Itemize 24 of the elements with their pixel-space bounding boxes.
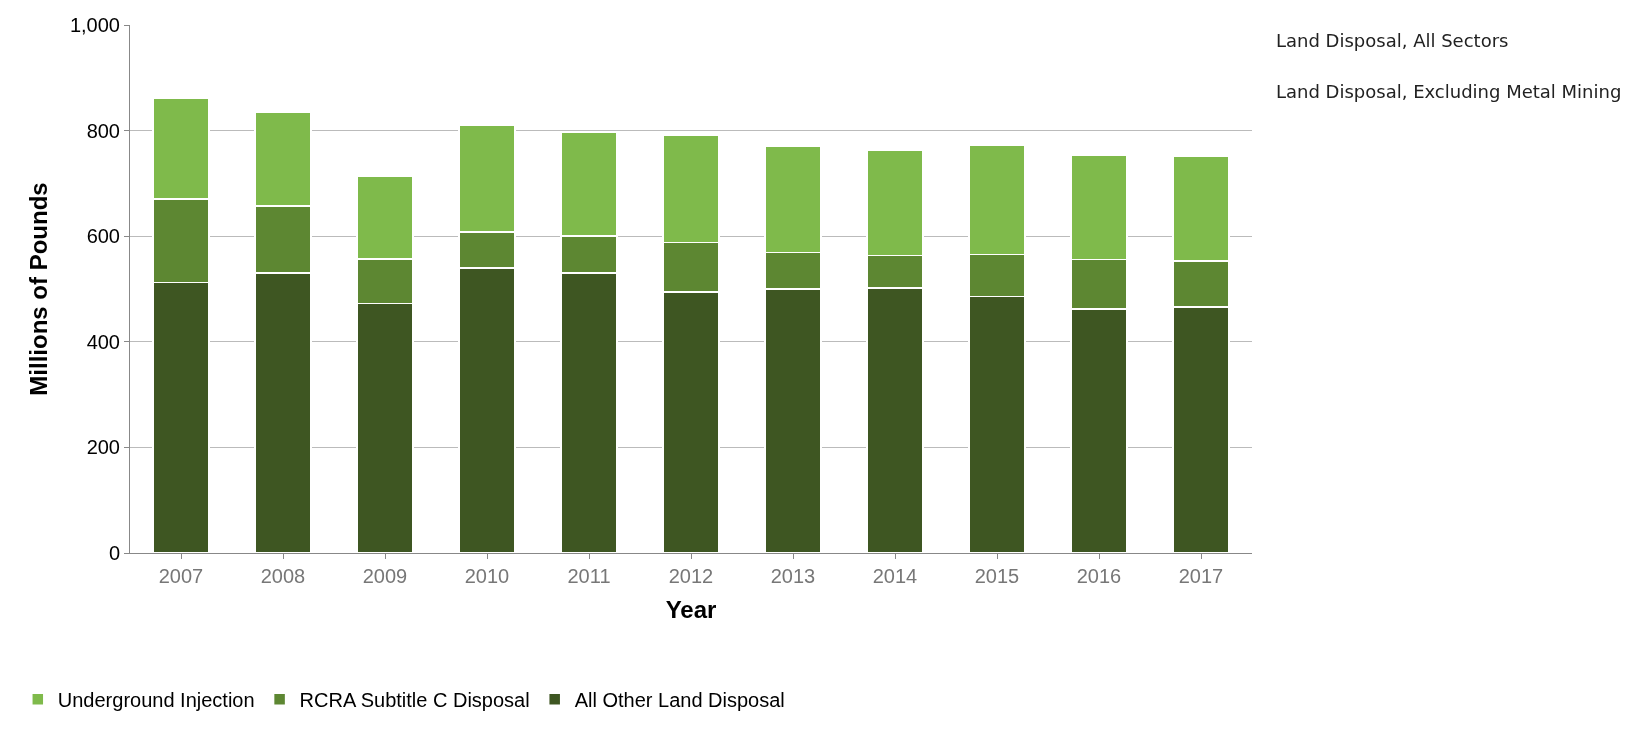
y-tick-label: 0 — [108, 542, 120, 564]
y-tick-label: 600 — [86, 225, 120, 248]
y-tick-label: 1,000 — [69, 14, 120, 36]
x-tick-label: 2010 — [464, 565, 510, 587]
x-tick-label: 2016 — [1076, 565, 1122, 587]
text: Land Disposal, All Sectors — [1276, 30, 1509, 51]
legend-label: RCRA Subtitle C Disposal — [299, 689, 530, 712]
x-tick-label: 2017 — [1178, 565, 1224, 587]
x-tick-label: 2009 — [362, 565, 408, 587]
legend-label: Underground Injection — [57, 689, 255, 712]
x-tick-label: 2007 — [158, 565, 204, 587]
x-tick-label: 2013 — [770, 565, 816, 587]
x-tick-label: 2014 — [872, 565, 918, 587]
y-tick-label: 800 — [86, 119, 120, 142]
x-tick-label: 2015 — [974, 565, 1020, 587]
y-axis-title: Millions of Pounds — [25, 182, 53, 396]
x-tick-label: 2012 — [668, 565, 714, 587]
text: Land Disposal, Excluding Metal Mining — [1276, 81, 1622, 102]
y-tick-label: 200 — [86, 436, 120, 459]
x-tick-label: 2008 — [260, 565, 306, 587]
legend-label: All Other Land Disposal — [574, 689, 785, 712]
x-axis-title: Year — [665, 596, 717, 624]
x-tick-label: 2011 — [567, 565, 611, 587]
y-tick-label: 400 — [86, 330, 120, 353]
